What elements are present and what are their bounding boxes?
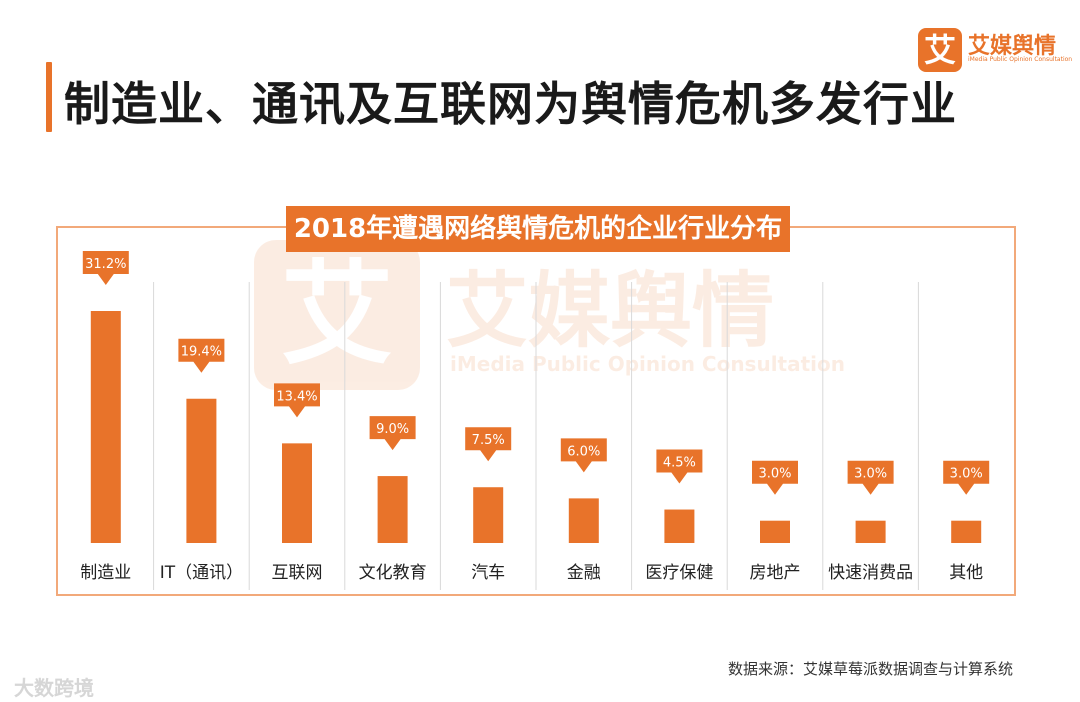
category-label-4: 文化教育 bbox=[359, 563, 427, 583]
bar-4 bbox=[377, 476, 408, 543]
value-callout-2 bbox=[178, 338, 225, 373]
value-callout-6 bbox=[560, 438, 607, 473]
title-accent-bar bbox=[46, 62, 52, 132]
category-label-10: 其他 bbox=[949, 563, 983, 583]
data-label-2: 19.4% bbox=[181, 345, 222, 360]
data-label-7: 4.5% bbox=[663, 456, 696, 471]
category-label-5: 汽车 bbox=[471, 563, 505, 583]
corner-watermark: 大数跨境 bbox=[14, 676, 94, 700]
value-callout-7 bbox=[656, 449, 703, 484]
bar-7 bbox=[664, 509, 695, 543]
value-callout-1 bbox=[82, 251, 129, 285]
watermark-logo-icon: 艾 bbox=[254, 240, 420, 390]
data-label-6: 6.0% bbox=[567, 444, 600, 459]
value-callout-4 bbox=[369, 416, 416, 451]
bar-3 bbox=[282, 443, 312, 543]
value-callout-5 bbox=[465, 427, 512, 462]
brand-mark-icon: 艾 bbox=[918, 28, 962, 72]
brand-name: 艾媒舆情 bbox=[968, 34, 1057, 59]
value-callout-3 bbox=[274, 383, 320, 418]
value-callout-8 bbox=[752, 460, 798, 495]
bar-2 bbox=[186, 398, 217, 543]
category-label-6: 金融 bbox=[567, 563, 601, 583]
data-label-8: 3.0% bbox=[758, 467, 791, 482]
data-label-1: 31.2% bbox=[85, 257, 126, 272]
bar-9 bbox=[855, 520, 886, 543]
category-label-3: 互联网 bbox=[272, 563, 323, 583]
value-callout-10 bbox=[943, 460, 990, 495]
page-title: 制造业、通讯及互联网为舆情危机多发行业 bbox=[64, 77, 957, 131]
brand-logo: 艾 艾媒舆情 iMedia Public Opinion Consultatio… bbox=[918, 28, 1072, 72]
category-label-7: 医疗保健 bbox=[645, 563, 713, 583]
data-label-3: 13.4% bbox=[276, 389, 317, 404]
category-label-8: 房地产 bbox=[750, 563, 801, 583]
data-label-9: 3.0% bbox=[854, 467, 887, 482]
data-label-4: 9.0% bbox=[376, 422, 409, 437]
bar-8 bbox=[760, 520, 790, 543]
bar-10 bbox=[951, 520, 982, 543]
watermark-subtitle: iMedia Public Opinion Consultation bbox=[450, 352, 846, 376]
brand-subtitle: iMedia Public Opinion Consultation bbox=[968, 56, 1073, 63]
value-callout-9 bbox=[847, 460, 894, 495]
watermark-name: 艾媒舆情 bbox=[446, 264, 775, 359]
data-label-5: 7.5% bbox=[472, 433, 505, 448]
data-label-10: 3.0% bbox=[950, 467, 983, 482]
chart-title: 2018年遭遇网络舆情危机的企业行业分布 bbox=[286, 206, 790, 252]
category-label-9: 快速消费品 bbox=[828, 563, 913, 583]
category-label-1: 制造业 bbox=[80, 563, 131, 583]
category-label-2: IT（通讯） bbox=[160, 563, 243, 583]
bar-6 bbox=[568, 498, 599, 543]
bar-1 bbox=[90, 311, 121, 543]
data-source-note: 数据来源：艾媒草莓派数据调查与计算系统 bbox=[728, 660, 1014, 678]
bar-5 bbox=[473, 487, 504, 543]
